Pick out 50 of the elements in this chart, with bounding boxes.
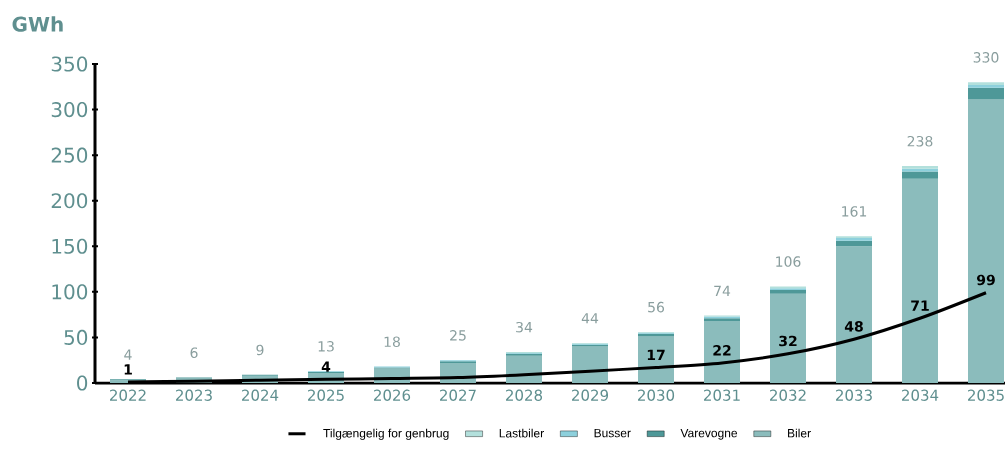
x-tick-label: 2024 (242, 389, 279, 401)
y-tick-label: 0 (77, 375, 88, 391)
y-tick-label: 50 (64, 329, 88, 345)
y-tick-label: 350 (51, 56, 88, 72)
x-tick-label: 2030 (638, 389, 675, 401)
y-tick-label: 150 (52, 238, 88, 254)
x-tick-label: 2033 (836, 389, 872, 401)
data-label: 48 (844, 321, 863, 332)
data-label: 22 (713, 345, 731, 356)
total-label: 4 (124, 349, 132, 360)
total-label: 330 (973, 52, 999, 63)
total-label: 238 (907, 135, 933, 147)
x-tick-label: 2026 (374, 389, 411, 401)
x-tick-label: 2035 (968, 389, 1004, 401)
y-tick-label: 100 (52, 284, 88, 300)
total-label: 25 (450, 330, 466, 341)
total-label: 13 (318, 341, 334, 352)
legend-label: Biler (788, 428, 811, 438)
total-label: 6 (190, 347, 198, 358)
x-tick-label: 2031 (704, 389, 740, 401)
x-tick-label: 2028 (506, 389, 543, 401)
data-label: 4 (321, 361, 331, 372)
legend-label: Busser (594, 428, 631, 438)
total-label: 56 (648, 301, 665, 313)
data-label: 99 (976, 274, 995, 286)
x-tick-label: 2027 (440, 389, 476, 401)
legend-label: Tilgængelig for genbrug (323, 428, 449, 440)
x-tick-label: 2023 (176, 389, 212, 401)
legend-label: Varevogne (680, 428, 738, 440)
total-label: 44 (581, 313, 599, 324)
x-tick-label: 2034 (902, 389, 939, 401)
y-tick-label: 300 (51, 102, 88, 118)
data-label: 1 (124, 364, 132, 375)
data-label: 71 (911, 300, 929, 311)
y-tick-label: 200 (51, 193, 88, 209)
x-tick-label: 2022 (110, 389, 146, 401)
data-label: 17 (647, 349, 665, 360)
total-label: 74 (714, 285, 731, 297)
data-label: 32 (779, 335, 797, 347)
x-tick-label: 2029 (572, 389, 609, 401)
y-axis-title: GWh (12, 16, 63, 32)
legend-label: Lastbiler (499, 428, 544, 438)
total-label: 18 (384, 336, 400, 348)
total-label: 34 (516, 321, 533, 333)
total-label: 161 (842, 206, 867, 217)
x-tick-label: 2032 (770, 389, 806, 401)
total-label: 106 (776, 256, 801, 267)
x-tick-label: 2025 (308, 389, 344, 401)
y-tick-label: 250 (51, 147, 88, 163)
total-label: 9 (256, 344, 264, 356)
